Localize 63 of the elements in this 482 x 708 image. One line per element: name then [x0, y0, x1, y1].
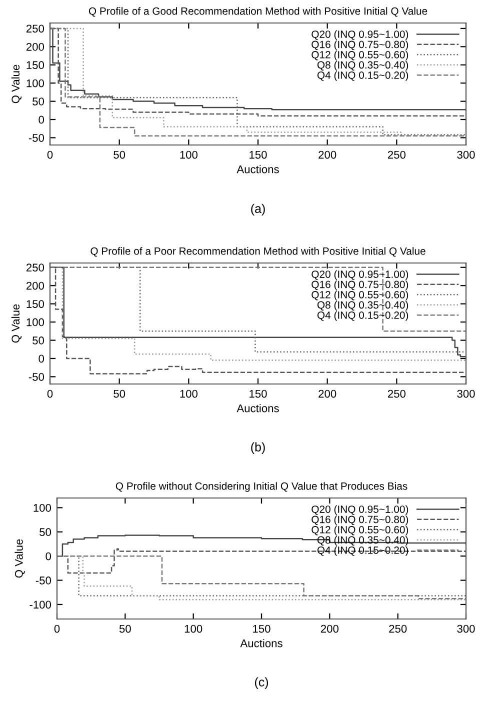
y-tick-label: -100: [30, 600, 52, 609]
x-axis-title: Auctions: [236, 404, 279, 412]
legend-label: Q16 (INQ 0.75~0.80): [312, 40, 408, 50]
chart-title: Q Profile of a Good Recommendation Method with Positive Initial Q Value: [88, 7, 428, 17]
y-tick-label: -50: [36, 576, 52, 584]
legend-label: Q20 (INQ 0.95~1.00): [312, 270, 408, 280]
y-tick-label: -50: [28, 134, 44, 142]
y-axis-title: Q Value: [11, 64, 22, 104]
y-tick-label: 100: [26, 318, 44, 326]
x-tick-label: 100: [180, 390, 198, 398]
y-tick-label: 0: [46, 552, 52, 560]
x-tick-label: 50: [114, 390, 126, 398]
x-axis-title: Auctions: [240, 639, 282, 648]
x-tick-label: 200: [318, 390, 336, 398]
y-tick-label: 150: [26, 300, 44, 308]
y-tick-label: 50: [32, 336, 44, 344]
y-tick-label: 100: [26, 79, 44, 88]
x-tick-label: 100: [180, 150, 198, 159]
x-tick-label: 50: [114, 150, 126, 159]
x-tick-label: 200: [320, 624, 338, 633]
x-axis-title: Auctions: [236, 165, 279, 174]
x-tick-label: 150: [250, 150, 267, 159]
x-tick-label: 300: [457, 390, 475, 398]
legend-label: Q20 (INQ 0.95~1.00): [312, 505, 408, 515]
legend-label: Q12 (INQ 0.55~0.60): [312, 526, 408, 536]
x-tick-label: 150: [250, 390, 267, 398]
x-tick-label: 250: [388, 390, 406, 398]
x-tick-label: 200: [318, 150, 336, 159]
x-tick-label: 250: [388, 150, 406, 159]
y-tick-label: 150: [26, 61, 44, 70]
legend-label: Q8 (INQ 0.35~0.40): [317, 300, 408, 311]
x-tick-label: 50: [119, 624, 131, 633]
chart-title: Q Profile without Considering Initial Q Value that Produces Bias: [116, 482, 408, 492]
text: (a): [251, 204, 265, 216]
legend-label: Q8 (INQ 0.35~0.40): [317, 60, 408, 71]
y-tick-label: 250: [26, 24, 44, 33]
y-tick-label: 0: [38, 354, 44, 363]
y-tick-label: 200: [26, 282, 44, 290]
x-tick-label: 100: [184, 624, 202, 633]
text: (b): [251, 442, 265, 454]
text: (c): [254, 677, 268, 689]
x-tick-label: 300: [457, 150, 475, 159]
legend-label: Q12 (INQ 0.55~0.60): [312, 290, 408, 300]
x-tick-label: 0: [54, 624, 60, 633]
y-axis-title: Q Value: [14, 539, 25, 578]
y-tick-label: 100: [34, 504, 52, 512]
y-tick-label: 200: [26, 42, 44, 51]
legend-label: Q20 (INQ 0.95~1.00): [312, 30, 408, 40]
chart-title: Q Profile of a Poor Recommendation Method with Positive Initial Q Value: [90, 247, 426, 257]
x-tick-label: 300: [457, 624, 475, 633]
y-tick-label: 0: [38, 116, 44, 124]
legend-label: Q4 (INQ 0.15~0.20): [317, 311, 408, 321]
x-tick-label: 250: [389, 624, 407, 633]
legend-label: Q16 (INQ 0.75~0.80): [312, 280, 408, 290]
y-axis-title: Q Value: [11, 304, 22, 343]
y-tick-label: -50: [28, 372, 44, 381]
legend-label: Q4 (INQ 0.15~0.20): [317, 71, 408, 81]
y-tick-label: 50: [32, 98, 44, 106]
x-tick-label: 150: [253, 624, 270, 633]
y-tick-label: 50: [40, 528, 52, 536]
y-tick-label: 250: [26, 264, 44, 272]
legend-label: Q12 (INQ 0.55~0.60): [312, 50, 408, 60]
legend-label: Q16 (INQ 0.75~0.80): [312, 516, 408, 526]
